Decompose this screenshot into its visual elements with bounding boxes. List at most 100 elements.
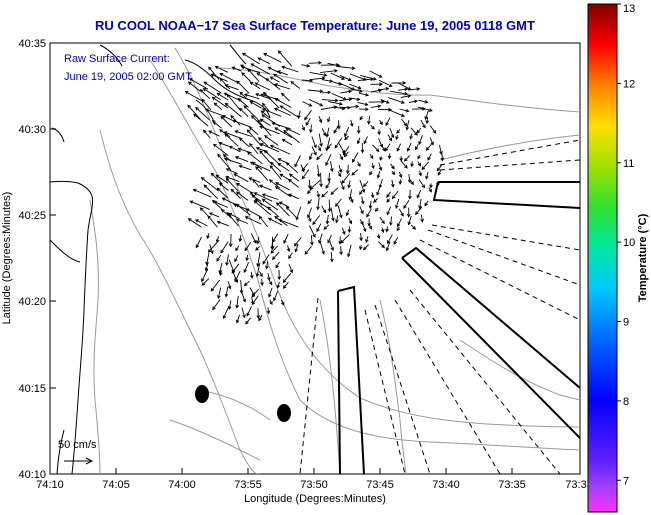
current-vector-head xyxy=(404,91,409,96)
y-tick-label: 40:20 xyxy=(18,296,46,308)
current-vector-head xyxy=(276,70,281,74)
current-vector-head xyxy=(270,246,274,251)
current-vector xyxy=(384,143,391,151)
colorbar-tick-label: 7 xyxy=(623,475,629,487)
current-vector-head xyxy=(346,170,350,175)
current-vector-head xyxy=(370,77,375,81)
current-vector-head xyxy=(386,211,390,216)
current-vector-head xyxy=(224,84,229,88)
current-vector xyxy=(425,171,429,179)
current-vector xyxy=(421,161,429,170)
current-vector xyxy=(385,117,391,126)
current-vector xyxy=(318,233,323,244)
current-vector xyxy=(410,127,418,136)
current-vector xyxy=(283,233,289,244)
current-vector-head xyxy=(228,243,233,248)
current-vector xyxy=(429,137,434,145)
current-vector-head xyxy=(254,82,259,86)
current-vector-head xyxy=(351,171,356,176)
current-vector xyxy=(333,124,340,134)
current-vector xyxy=(213,143,229,156)
current-vector-head xyxy=(263,53,268,57)
current-vector-head xyxy=(371,125,375,130)
current-vector-head xyxy=(224,293,229,298)
current-vector xyxy=(262,103,270,112)
current-vector xyxy=(365,236,369,243)
current-vector xyxy=(380,99,390,104)
current-vector-head xyxy=(200,177,205,181)
current-vector-head xyxy=(219,72,224,77)
current-vector-head xyxy=(275,264,279,269)
current-vector-head xyxy=(352,158,356,163)
current-vector xyxy=(387,134,392,141)
current-vector-head xyxy=(405,108,410,113)
current-vector-head xyxy=(422,124,426,129)
current-vector-head xyxy=(235,319,240,324)
current-vector-head xyxy=(188,78,193,82)
current-vector-head xyxy=(273,297,277,302)
current-vector-head xyxy=(344,133,348,138)
current-vector-head xyxy=(318,239,322,244)
current-vector xyxy=(378,162,382,171)
current-vector-head xyxy=(321,193,326,198)
current-vector xyxy=(370,89,382,93)
current-vector xyxy=(278,219,299,228)
current-vector-head xyxy=(239,91,244,96)
current-vector-head xyxy=(281,65,286,70)
current-vector-head xyxy=(428,188,432,193)
current-vector-head xyxy=(275,182,279,186)
current-vector xyxy=(255,82,271,91)
current-vector xyxy=(235,130,252,137)
current-vector-head xyxy=(401,113,405,117)
current-vector-head xyxy=(220,209,225,213)
current-vector xyxy=(340,233,350,244)
current-vector xyxy=(236,295,239,308)
current-vector xyxy=(357,101,368,106)
current-vector-head xyxy=(210,287,215,292)
current-vector-head xyxy=(335,219,339,224)
current-vector xyxy=(226,212,239,227)
current-vector-head xyxy=(304,251,309,255)
current-vector xyxy=(234,271,241,282)
current-vector xyxy=(288,252,293,259)
current-vector-head xyxy=(400,212,404,217)
current-vector xyxy=(277,281,280,288)
current-vector xyxy=(260,143,280,153)
current-vector xyxy=(279,201,290,208)
current-vector-head xyxy=(274,98,279,102)
current-vector-head xyxy=(215,174,220,179)
current-vector-head xyxy=(210,73,215,77)
current-vector-head xyxy=(365,92,370,97)
current-vector xyxy=(270,144,291,155)
current-vector xyxy=(274,83,291,90)
current-vector xyxy=(342,146,350,156)
current-vector xyxy=(379,216,385,224)
current-vector xyxy=(219,73,239,84)
current-vector-head xyxy=(306,63,311,68)
current-vector-head xyxy=(287,178,292,183)
current-vector xyxy=(234,255,239,262)
current-vector-head xyxy=(323,73,328,77)
current-vector xyxy=(330,251,333,262)
current-vector-head xyxy=(256,315,261,320)
current-vector xyxy=(272,233,279,243)
current-vector-head xyxy=(359,191,363,196)
current-vector xyxy=(352,152,359,163)
current-vector xyxy=(195,219,208,227)
current-vector xyxy=(231,263,240,274)
current-vector xyxy=(286,162,299,174)
current-vector xyxy=(427,153,432,161)
current-vector xyxy=(257,236,260,244)
current-vector xyxy=(217,287,222,299)
current-vector xyxy=(250,81,261,90)
x-axis: 74:10 74:05 74:00 73:55 73:50 73:45 73:4… xyxy=(36,468,587,491)
y-axis: 40:35 40:30 40:25 40:20 40:15 40:10 xyxy=(18,38,56,481)
current-vector-head xyxy=(415,146,419,151)
current-vector xyxy=(253,200,272,216)
current-vector xyxy=(305,117,311,126)
current-vector xyxy=(363,136,368,144)
current-vector-head xyxy=(246,151,251,155)
current-vector-head xyxy=(379,82,383,87)
current-vector xyxy=(221,209,232,219)
current-vector xyxy=(259,184,272,191)
